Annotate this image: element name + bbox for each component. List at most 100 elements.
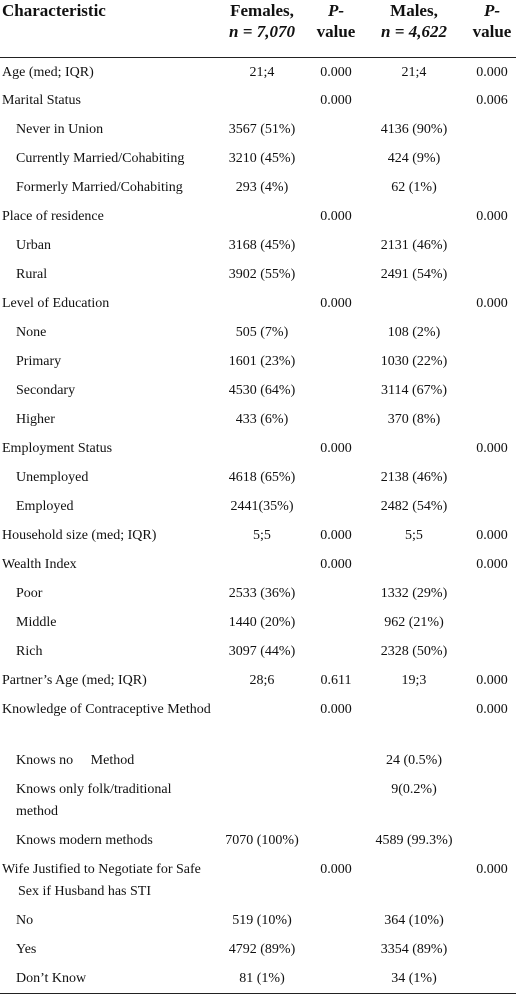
header-text: n = 7,070 xyxy=(229,22,295,41)
value-cell: 3114 (67%) xyxy=(381,383,447,398)
value-cell: 0.000 xyxy=(476,557,508,572)
value-cell: 2533 (36%) xyxy=(228,586,296,601)
table-row: Secondary 4530 (64%) 3114 (67%) xyxy=(0,376,516,405)
header-text: P- xyxy=(327,1,345,20)
empty-cell xyxy=(312,906,360,935)
value-cell: 1030 (22%) xyxy=(380,354,448,369)
value-cell: 0.000 xyxy=(320,209,352,224)
row-label: Secondary xyxy=(16,383,76,398)
table-row: Yes 4792 (89%) 3354 (89%) xyxy=(0,935,516,964)
value-cell: 2328 (50%) xyxy=(380,644,448,659)
value-cell: 433 (6%) xyxy=(235,412,289,427)
value-cell: 370 (8%) xyxy=(387,412,441,427)
value-cell: 0.000 xyxy=(476,209,508,224)
row-label: Marital Status xyxy=(2,93,81,108)
row-label: Wife Justified to Negotiate for Safe Sex… xyxy=(2,862,205,899)
empty-cell xyxy=(312,579,360,608)
empty-cell xyxy=(360,202,468,231)
value-cell: 0.611 xyxy=(320,673,352,688)
empty-cell xyxy=(360,86,468,115)
header-cell: Females, n = 7,070 xyxy=(212,0,312,58)
empty-cell xyxy=(468,492,516,521)
header-text: P- xyxy=(483,1,501,20)
row-label: Poor xyxy=(16,586,43,601)
empty-cell xyxy=(312,826,360,855)
value-cell: 0.000 xyxy=(320,862,352,877)
empty-cell xyxy=(312,231,360,260)
value-cell: 0.000 xyxy=(476,441,508,456)
value-cell: 3168 (45%) xyxy=(228,238,296,253)
row-label: Higher xyxy=(16,412,55,427)
empty-cell xyxy=(360,434,468,463)
table-row: Partner’s Age (med; IQR) 28;6 0.611 19;3 0.0… xyxy=(0,666,516,695)
value-cell: 4589 (99.3%) xyxy=(375,833,453,848)
value-cell: 3210 (45%) xyxy=(228,151,296,166)
empty-cell xyxy=(312,463,360,492)
table-row: Unemployed 4618 (65%) 2138 (46%) xyxy=(0,463,516,492)
value-cell: 0.000 xyxy=(476,296,508,311)
header-text: Females, xyxy=(230,1,294,20)
row-label: None xyxy=(16,325,47,340)
value-cell: 1601 (23%) xyxy=(228,354,296,369)
row-label: Knows no Method xyxy=(16,753,135,768)
empty-cell xyxy=(312,608,360,637)
empty-cell xyxy=(468,376,516,405)
empty-cell xyxy=(212,202,312,231)
value-cell: 2491 (54%) xyxy=(380,267,448,282)
value-cell: 1440 (20%) xyxy=(228,615,296,630)
value-cell: 108 (2%) xyxy=(387,325,441,340)
value-cell: 3567 (51%) xyxy=(228,122,296,137)
value-cell: 0.000 xyxy=(320,528,352,543)
value-cell: 62 (1%) xyxy=(391,180,437,195)
empty-cell xyxy=(312,746,360,775)
value-cell: 0.000 xyxy=(320,296,352,311)
header-text: Characteristic xyxy=(2,1,106,20)
value-cell: 962 (21%) xyxy=(384,615,444,630)
value-cell: 21;4 xyxy=(401,64,427,80)
table-row: Knows no Method 24 (0.5%) xyxy=(0,746,516,775)
row-label: Formerly Married/Cohabiting xyxy=(16,180,183,195)
empty-cell xyxy=(312,144,360,173)
table-row: Wealth Index 0.000 0.000 xyxy=(0,550,516,579)
header-cell: Males, n = 4,622 xyxy=(360,0,468,58)
row-label: Knowledge of Contraceptive Method xyxy=(2,702,211,717)
value-cell: 0.000 xyxy=(476,673,508,688)
empty-cell xyxy=(212,855,312,906)
value-cell: 4792 (89%) xyxy=(228,942,296,957)
empty-cell xyxy=(360,289,468,318)
row-label: Knows only folk/traditional method xyxy=(16,782,176,819)
empty-cell xyxy=(312,405,360,434)
value-cell: 2138 (46%) xyxy=(380,470,448,485)
value-cell: 0.000 xyxy=(476,702,508,717)
table-row: Level of Education 0.000 0.000 xyxy=(0,289,516,318)
value-cell: 0.000 xyxy=(320,557,352,572)
empty-cell xyxy=(312,115,360,144)
value-cell: 0.006 xyxy=(476,93,508,108)
value-cell: 28;6 xyxy=(249,673,275,688)
header-text: value xyxy=(472,22,512,41)
value-cell: 0.000 xyxy=(476,64,508,80)
row-label: Knows modern methods xyxy=(16,833,153,848)
value-cell: 3097 (44%) xyxy=(228,644,296,659)
row-label: Primary xyxy=(16,354,62,369)
value-cell: 81 (1%) xyxy=(212,964,312,994)
table-row: Employment Status 0.000 0.000 xyxy=(0,434,516,463)
empty-cell xyxy=(212,550,312,579)
empty-cell xyxy=(212,434,312,463)
header-text: n = 4,622 xyxy=(381,22,447,41)
table-row: Knows only folk/traditional method 9(0.2%… xyxy=(0,775,516,826)
empty-cell xyxy=(468,608,516,637)
row-label: Middle xyxy=(16,615,57,630)
empty-cell xyxy=(212,289,312,318)
empty-cell xyxy=(212,695,312,746)
value-cell: 1332 (29%) xyxy=(380,586,448,601)
header-cell: P-value xyxy=(468,0,516,58)
value-cell: 293 (4%) xyxy=(235,180,289,195)
value-cell: 4136 (90%) xyxy=(380,122,448,137)
empty-cell xyxy=(312,637,360,666)
empty-cell xyxy=(312,775,360,826)
row-label: Currently Married/Cohabiting xyxy=(16,151,185,166)
value-cell: 505 (7%) xyxy=(235,325,289,340)
table-row: Household size (med; IQR) 5;5 0.000 5;5 0.00… xyxy=(0,521,516,550)
value-cell: 2441(35%) xyxy=(230,499,294,514)
